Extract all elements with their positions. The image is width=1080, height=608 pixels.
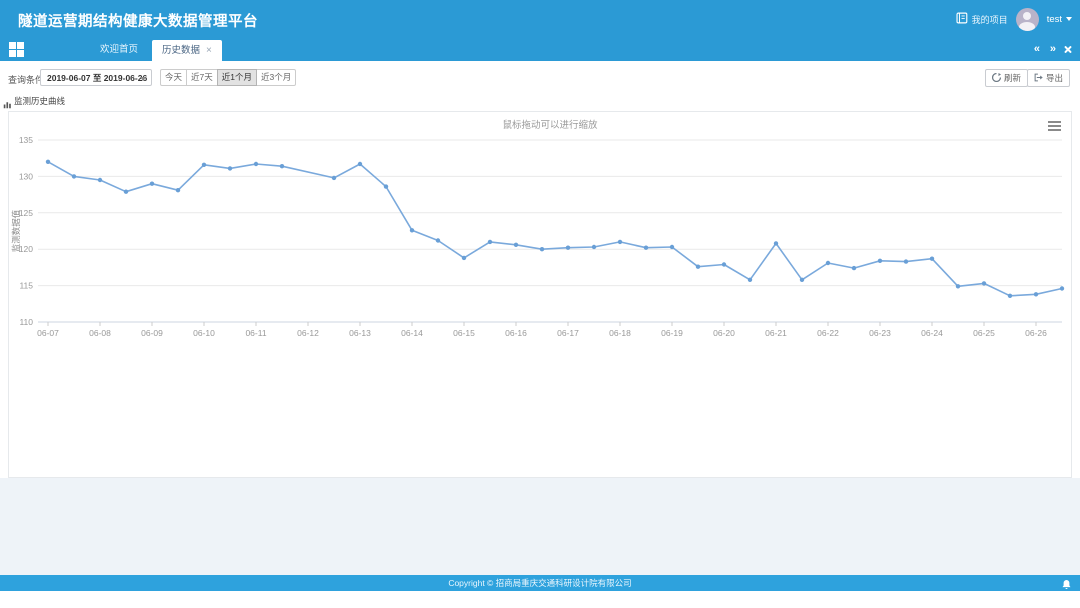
svg-text:120: 120 — [19, 244, 33, 254]
svg-text:06-26: 06-26 — [1025, 328, 1047, 338]
chart-section-header: 监测历史曲线 — [0, 94, 1080, 109]
tab-strip: 欢迎首页 历史数据 × « » — [0, 38, 1080, 61]
my-project-link[interactable]: 我的项目 — [955, 12, 1008, 26]
refresh-button[interactable]: 刷新 — [984, 69, 1028, 87]
export-label: 导出 — [1045, 73, 1063, 83]
chart-menu-icon[interactable] — [1048, 121, 1061, 131]
bell-icon[interactable] — [1061, 577, 1072, 595]
svg-text:06-24: 06-24 — [921, 328, 943, 338]
svg-text:06-17: 06-17 — [557, 328, 579, 338]
refresh-icon — [991, 72, 1002, 84]
svg-text:06-12: 06-12 — [297, 328, 319, 338]
svg-text:06-10: 06-10 — [193, 328, 215, 338]
date-range-value: 2019-06-07 至 2019-06-26 — [47, 73, 148, 83]
svg-text:135: 135 — [19, 135, 33, 145]
export-icon — [1034, 73, 1043, 84]
tabs-scroll-left[interactable]: « — [1033, 43, 1040, 55]
my-project-label: 我的项目 — [971, 14, 1008, 25]
quick-filter-group: 今天 近7天 近1个月 近3个月 — [160, 69, 297, 86]
footer-copyright: Copyright © 招商局重庆交通科研设计院有限公司 — [448, 578, 632, 588]
bar-chart-icon — [3, 96, 12, 114]
tab-close-icon[interactable]: × — [206, 44, 212, 56]
filter-today-button[interactable]: 今天 — [160, 69, 188, 86]
chart-panel: 135 130 125 120 115 110 06-07 06-08 06-09 06-10 06… — [8, 111, 1072, 478]
notebook-icon — [955, 12, 968, 26]
username: test — [1046, 13, 1062, 25]
svg-text:06-21: 06-21 — [765, 328, 787, 338]
svg-text:130: 130 — [19, 171, 33, 181]
svg-text:06-22: 06-22 — [817, 328, 839, 338]
export-button[interactable]: 导出 — [1026, 69, 1070, 87]
tab-history[interactable]: 历史数据 × — [152, 40, 222, 61]
refresh-label: 刷新 — [1003, 73, 1021, 83]
svg-text:06-08: 06-08 — [89, 328, 111, 338]
svg-text:06-11: 06-11 — [245, 328, 266, 338]
svg-text:06-23: 06-23 — [869, 328, 891, 338]
date-range-picker[interactable]: 2019-06-07 至 2019-06-26 — [40, 69, 152, 86]
section-title: 监测历史曲线 — [14, 96, 66, 106]
caret-down-icon — [1066, 17, 1072, 21]
tab-welcome[interactable]: 欢迎首页 — [100, 44, 139, 55]
content-background — [0, 478, 1080, 575]
query-toolbar: 查询条件 2019-06-07 至 2019-06-26 今天 近7天 近1个月… — [0, 61, 1080, 95]
svg-text:115: 115 — [19, 281, 33, 291]
svg-text:110: 110 — [19, 317, 33, 327]
svg-text:鼠标拖动可以进行缩放: 鼠标拖动可以进行缩放 — [502, 119, 598, 131]
tab-history-label: 历史数据 — [162, 45, 201, 56]
svg-text:06-19: 06-19 — [661, 328, 683, 338]
grid-menu-icon[interactable] — [9, 42, 24, 57]
svg-text:06-18: 06-18 — [609, 328, 631, 338]
svg-text:06-07: 06-07 — [37, 328, 59, 338]
query-label: 查询条件 — [8, 75, 45, 85]
date-caret-icon — [140, 77, 146, 81]
history-chart-svg[interactable]: 135 130 125 120 115 110 06-07 06-08 06-09 06-10 06… — [9, 112, 1071, 347]
svg-text:06-25: 06-25 — [973, 328, 995, 338]
filter-7days-button[interactable]: 近7天 — [186, 69, 218, 86]
svg-text:125: 125 — [19, 208, 33, 218]
svg-text:06-09: 06-09 — [141, 328, 163, 338]
svg-text:06-14: 06-14 — [401, 328, 423, 338]
filter-3months-button[interactable]: 近3个月 — [255, 69, 297, 86]
svg-text:监测数据值: 监测数据值 — [11, 209, 21, 252]
user-menu[interactable]: test — [1047, 14, 1072, 25]
svg-text:06-15: 06-15 — [453, 328, 475, 338]
tabs-close-all-icon[interactable] — [1063, 45, 1072, 54]
filter-1month-button[interactable]: 近1个月 — [216, 69, 257, 86]
tabs-scroll-right[interactable]: » — [1049, 43, 1056, 55]
svg-text:06-20: 06-20 — [713, 328, 735, 338]
app-title: 隧道运营期结构健康大数据管理平台 — [18, 14, 258, 30]
app-footer: Copyright © 招商局重庆交通科研设计院有限公司 — [0, 575, 1080, 591]
app-header: 隧道运营期结构健康大数据管理平台 我的项目 test — [0, 0, 1080, 38]
svg-text:06-16: 06-16 — [505, 328, 527, 338]
svg-text:06-13: 06-13 — [349, 328, 371, 338]
avatar[interactable] — [1015, 7, 1039, 31]
